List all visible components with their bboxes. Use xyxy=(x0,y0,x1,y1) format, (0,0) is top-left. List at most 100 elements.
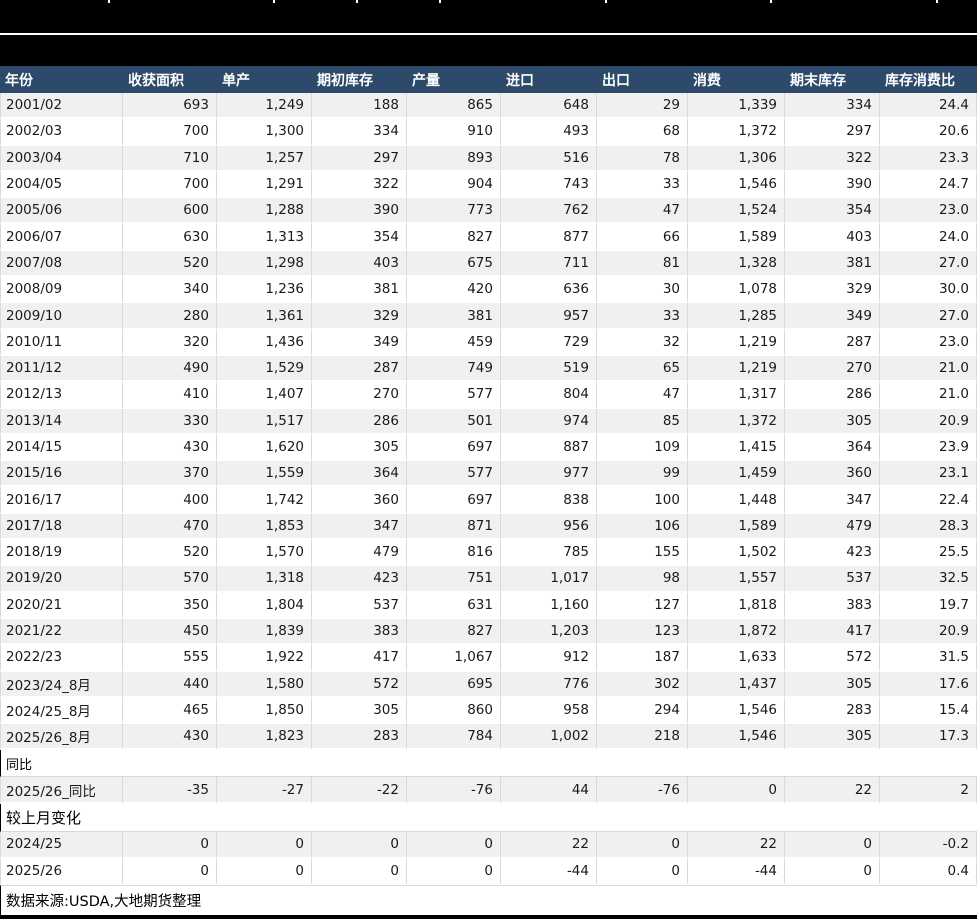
value-cell: 106 xyxy=(597,513,688,541)
value-cell: 400 xyxy=(123,487,217,514)
value-cell: 1,203 xyxy=(501,618,597,646)
value-cell: 693 xyxy=(123,93,217,120)
value-cell: 1,804 xyxy=(217,592,312,619)
value-cell: 695 xyxy=(407,671,501,698)
value-cell: 1,839 xyxy=(217,618,312,646)
value-cell: 904 xyxy=(407,171,501,199)
value-cell: 877 xyxy=(501,224,597,251)
value-cell: 27.0 xyxy=(880,303,977,330)
value-cell: 29 xyxy=(597,93,688,120)
value-cell: 1,002 xyxy=(501,724,597,751)
table-row: 2004/05 700 1,291 322 904 743 33 1,546 390 24.7 xyxy=(0,171,977,199)
value-cell: 347 xyxy=(312,513,407,541)
value-cell: 865 xyxy=(407,93,501,120)
table-row: 2002/03 700 1,300 334 910 493 68 1,372 297 20.6 xyxy=(0,119,977,146)
value-cell: 1,219 xyxy=(688,329,785,356)
value-cell: 100 xyxy=(597,487,688,514)
year-cell: 2025/26 xyxy=(0,858,123,885)
value-cell: 1,742 xyxy=(217,487,312,514)
value-cell: 0 xyxy=(123,858,217,885)
value-cell: 22 xyxy=(688,832,785,859)
table-row: 2005/06 600 1,288 390 773 762 47 1,524 354 23.0 xyxy=(0,198,977,225)
value-cell: 450 xyxy=(123,618,217,646)
table-body: 2001/02 693 1,249 188 865 648 29 1,339 334 24.4 20… xyxy=(0,93,977,751)
value-cell: -0.2 xyxy=(880,832,977,859)
value-cell: 710 xyxy=(123,145,217,172)
value-cell: 109 xyxy=(597,434,688,462)
value-cell: 1,437 xyxy=(688,671,785,698)
value-cell: 364 xyxy=(312,461,407,488)
value-cell: 1,818 xyxy=(688,592,785,619)
value-cell: -22 xyxy=(312,777,407,804)
table-row: 2010/11 320 1,436 349 459 729 32 1,219 287 23.0 xyxy=(0,329,977,356)
value-cell: 68 xyxy=(597,119,688,146)
value-cell: 773 xyxy=(407,198,501,225)
value-cell: 23.3 xyxy=(880,145,977,172)
value-cell: 1,850 xyxy=(217,697,312,725)
value-cell: 1,306 xyxy=(688,145,785,172)
year-cell: 2017/18 xyxy=(0,513,123,541)
value-cell: 22 xyxy=(501,832,597,859)
value-cell: 0 xyxy=(597,832,688,859)
value-cell: 78 xyxy=(597,145,688,172)
value-cell: 520 xyxy=(123,540,217,567)
value-cell: 729 xyxy=(501,329,597,356)
table-row: 2021/22 450 1,839 383 827 1,203 123 1,872 417 20.… xyxy=(0,618,977,646)
value-cell: 1,546 xyxy=(688,724,785,751)
column-header: 出口 xyxy=(602,72,630,89)
value-cell: 286 xyxy=(785,382,880,409)
value-cell: 383 xyxy=(785,592,880,619)
value-cell: 1,372 xyxy=(688,408,785,435)
column-tick xyxy=(273,0,275,3)
value-cell: 28.3 xyxy=(880,513,977,541)
year-cell: 2014/15 xyxy=(0,434,123,462)
value-cell: 15.4 xyxy=(880,697,977,725)
value-cell: 1,448 xyxy=(688,487,785,514)
year-cell: 2012/13 xyxy=(0,382,123,409)
value-cell: 0 xyxy=(597,858,688,885)
table-row: 2008/09 340 1,236 381 420 636 30 1,078 329 30.0 xyxy=(0,277,977,304)
value-cell: 19.7 xyxy=(880,592,977,619)
value-cell: 65 xyxy=(597,355,688,383)
value-cell: 1,415 xyxy=(688,434,785,462)
value-cell: 838 xyxy=(501,487,597,514)
value-cell: 1,546 xyxy=(688,697,785,725)
value-cell: 1,589 xyxy=(688,224,785,251)
value-cell: 1,823 xyxy=(217,724,312,751)
value-cell: 490 xyxy=(123,355,217,383)
value-cell: 479 xyxy=(785,513,880,541)
table-row: 2014/15 430 1,620 305 697 887 109 1,415 364 23.9 xyxy=(0,434,977,462)
value-cell: 516 xyxy=(501,145,597,172)
value-cell: 334 xyxy=(785,93,880,120)
column-header: 产量 xyxy=(412,72,440,89)
value-cell: 0 xyxy=(407,832,501,859)
value-cell: 570 xyxy=(123,566,217,593)
column-header: 年份 xyxy=(5,72,33,89)
value-cell: 305 xyxy=(312,697,407,725)
column-tick xyxy=(605,0,607,3)
column-header: 单产 xyxy=(222,72,250,89)
value-cell: 390 xyxy=(312,198,407,225)
table-row: 2019/20 570 1,318 423 751 1,017 98 1,557 537 32.5 xyxy=(0,566,977,593)
value-cell: 1,067 xyxy=(407,645,501,672)
value-cell: 349 xyxy=(312,329,407,356)
value-cell: 23.0 xyxy=(880,198,977,225)
year-cell: 2023/24_8月 xyxy=(0,671,123,698)
value-cell: 21.0 xyxy=(880,355,977,383)
value-cell: 47 xyxy=(597,382,688,409)
value-cell: 1,257 xyxy=(217,145,312,172)
value-cell: 636 xyxy=(501,277,597,304)
table-header-row: 年份 收获面积 单产 期初库存 产量 进口 出口 消费 期末库存 库存消费比 xyxy=(0,66,977,93)
value-cell: 537 xyxy=(785,566,880,593)
value-cell: 99 xyxy=(597,461,688,488)
year-cell: 2008/09 xyxy=(0,277,123,304)
value-cell: 24.0 xyxy=(880,224,977,251)
value-cell: -27 xyxy=(217,777,312,804)
value-cell: 697 xyxy=(407,487,501,514)
value-cell: 785 xyxy=(501,540,597,567)
value-cell: 22.4 xyxy=(880,487,977,514)
value-cell: 155 xyxy=(597,540,688,567)
value-cell: 0 xyxy=(407,858,501,885)
value-cell: 381 xyxy=(312,277,407,304)
value-cell: 1,546 xyxy=(688,171,785,199)
